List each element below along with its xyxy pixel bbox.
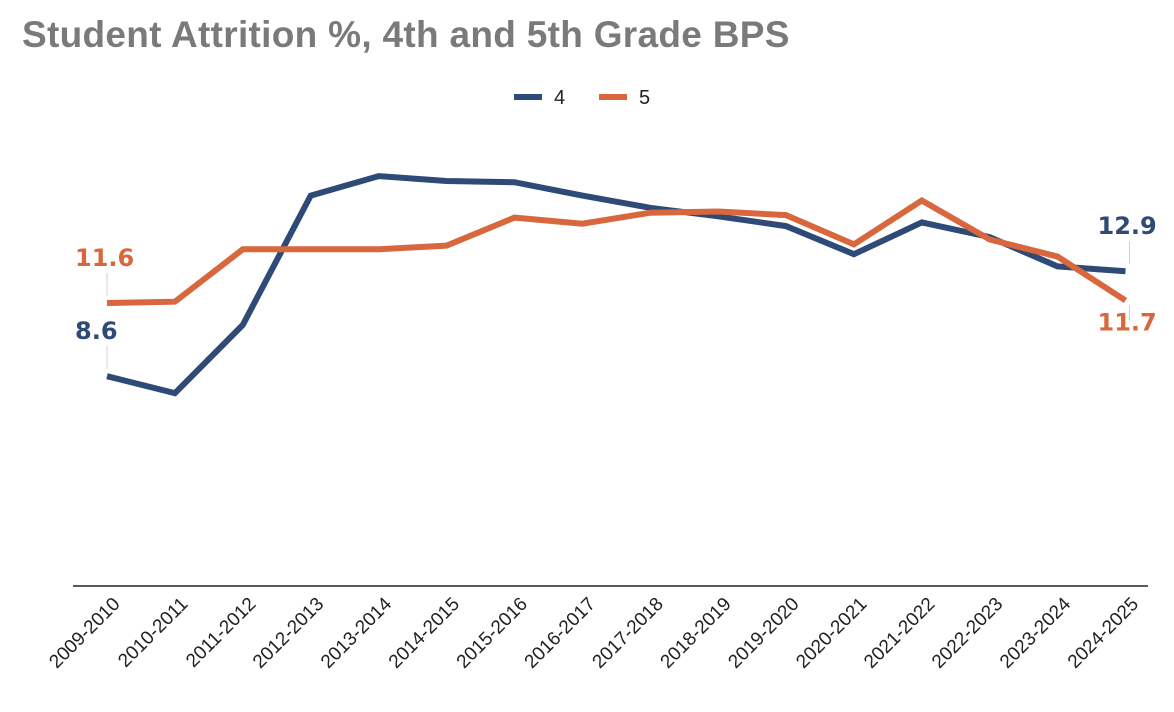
data-label-layer: 8.6 12.9 11.6 11.7	[75, 212, 1157, 370]
x-tick-label: 2021-2022	[860, 594, 939, 673]
x-tick-labels: 2009-20102010-20112011-20122012-20132013…	[45, 593, 1143, 672]
x-tick-label: 2010-2011	[114, 594, 192, 672]
x-tick-label: 2016-2017	[521, 594, 600, 673]
chart-title: Student Attrition %, 4th and 5th Grade B…	[22, 14, 790, 55]
x-tick-label: 2020-2021	[792, 594, 871, 673]
series-line-4	[106, 173, 1126, 397]
x-tick-label: 2017-2018	[589, 594, 668, 673]
x-tick-label: 2023-2024	[996, 593, 1075, 672]
x-tick-label: 2014-2015	[385, 594, 464, 673]
series-line-5	[106, 196, 1128, 306]
x-tick-label: 2019-2020	[724, 594, 803, 673]
data-label-series-4-2009-2010: 8.6	[75, 317, 118, 345]
x-tick-label: 2022-2023	[928, 594, 1007, 673]
x-tick-label: 2009-2010	[45, 594, 124, 673]
x-tick-label: 2018-2019	[657, 594, 736, 673]
data-label-series-5-2009-2010: 11.6	[75, 244, 134, 272]
x-tick-label: 2013-2014	[317, 593, 396, 672]
data-label-series-4-2024-2025: 12.9	[1098, 212, 1157, 240]
data-label-series-5-2024-2025: 11.7	[1098, 309, 1157, 337]
series-layer	[106, 173, 1128, 397]
x-tick-label: 2011-2012	[182, 594, 260, 672]
x-tick-label: 2024-2025	[1064, 594, 1143, 673]
x-tick-label: 2015-2016	[453, 594, 532, 673]
legend-label-5: 5	[639, 87, 650, 109]
legend-label-4: 4	[554, 87, 565, 109]
x-tick-label: 2012-2013	[249, 594, 328, 673]
